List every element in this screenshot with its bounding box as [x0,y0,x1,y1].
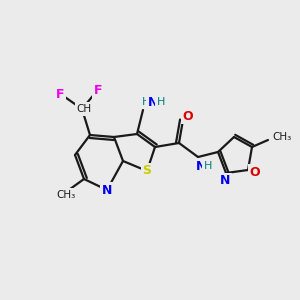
Text: H: H [204,161,212,171]
Text: CH₃: CH₃ [272,132,291,142]
Text: F: F [94,85,102,98]
Text: N: N [196,160,206,172]
Text: N: N [102,184,112,196]
Text: N: N [148,95,158,109]
Text: F: F [56,88,64,100]
Text: CH: CH [76,104,92,114]
Text: S: S [142,164,152,178]
Text: O: O [250,166,260,178]
Text: H: H [157,97,165,107]
Text: CH₃: CH₃ [56,190,76,200]
Text: N: N [220,175,230,188]
Text: H: H [142,97,150,107]
Text: O: O [183,110,193,122]
